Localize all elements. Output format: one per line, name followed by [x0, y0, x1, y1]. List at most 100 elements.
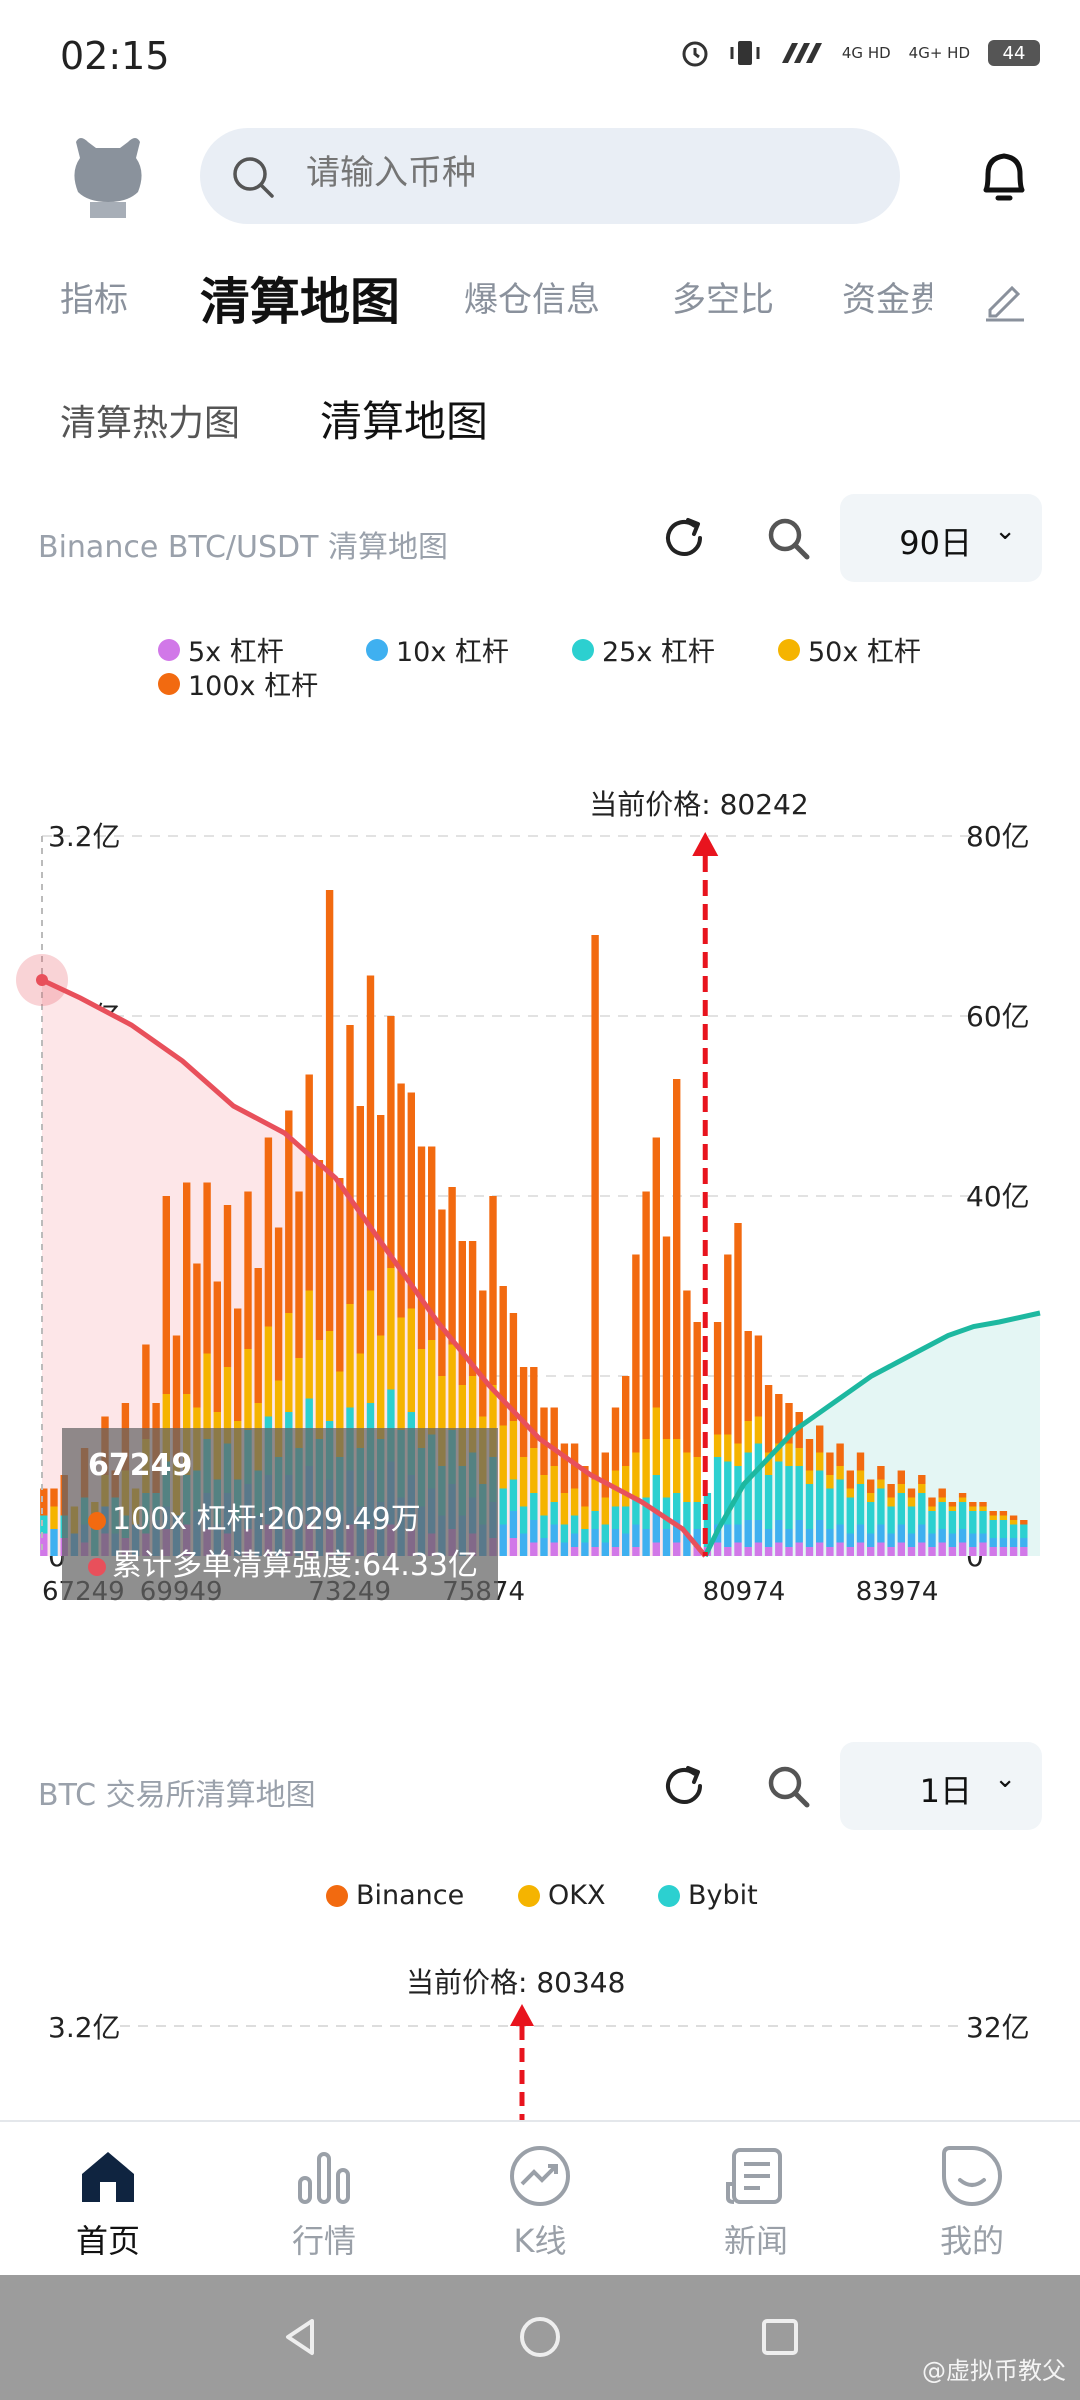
- tab-indicators[interactable]: 指标: [60, 280, 128, 320]
- liquidation-bar: [897, 1542, 905, 1556]
- liquidation-bar: [611, 1547, 620, 1556]
- tab-long-short-ratio[interactable]: 多空比: [672, 280, 774, 320]
- signal-1: 4G HD: [841, 44, 891, 62]
- nav-label: 首页: [75, 2222, 140, 2260]
- liquidation-bar: [305, 1290, 313, 1399]
- chevron-down-icon: ⌄: [994, 516, 1016, 546]
- liquidation-bar: [989, 1547, 997, 1556]
- nav-me[interactable]: 我的: [902, 2144, 1042, 2262]
- liquidation-bar: [397, 1317, 405, 1430]
- legend-100x[interactable]: 100x 杠杆: [158, 664, 318, 703]
- liquidation-bar: [846, 1470, 854, 1489]
- liquidation-bar: [989, 1515, 997, 1520]
- subtab-liquidation-map[interactable]: 清算地图: [320, 397, 489, 446]
- range-select-90d[interactable]: 90日 ⌄: [840, 494, 1042, 582]
- liquidation-bar: [816, 1452, 824, 1471]
- liquidation-bar: [969, 1511, 977, 1534]
- range-select-1d[interactable]: 1日 ⌄: [840, 1742, 1042, 1830]
- liquidation-bar: [530, 1520, 538, 1543]
- liquidation-bar: [622, 1376, 630, 1466]
- liquidation-bar: [285, 1313, 293, 1412]
- liquidation-bar: [244, 1191, 252, 1349]
- recents-icon[interactable]: [758, 2315, 802, 2359]
- bell-icon[interactable]: [976, 148, 1032, 206]
- liquidation-bar: [489, 1385, 497, 1457]
- liquidation-bar: [754, 1520, 763, 1543]
- refresh-icon[interactable]: [660, 1762, 708, 1810]
- liquidation-bar: [183, 1182, 191, 1394]
- liquidation-bar: [673, 1493, 681, 1520]
- legend-binance[interactable]: Binance: [326, 1880, 464, 1911]
- subtab-heatmap[interactable]: 清算热力图: [60, 403, 241, 444]
- liquidation-bar: [724, 1434, 732, 1462]
- liquidation-bar: [560, 1542, 569, 1556]
- exchange-liquidation-chart[interactable]: 3.2亿 32亿 当前价格: 80348: [0, 1960, 1080, 2120]
- legend-5x[interactable]: 5x 杠杆: [158, 630, 284, 669]
- home-circle-icon[interactable]: [518, 2315, 562, 2359]
- zoom-icon[interactable]: [764, 514, 812, 562]
- liquidation-bar: [724, 1524, 732, 1547]
- liquidation-bar: [1009, 1538, 1018, 1547]
- liquidation-bar: [315, 1340, 324, 1439]
- liquidation-bar: [417, 1146, 426, 1349]
- liquidation-bar: [816, 1470, 824, 1520]
- legend-label: Bybit: [688, 1880, 758, 1911]
- legend-bybit[interactable]: Bybit: [658, 1880, 758, 1911]
- nav-market[interactable]: 行情: [254, 2144, 394, 2262]
- liquidation-bar: [958, 1529, 967, 1543]
- chart2-title: BTC 交易所清算地图: [38, 1778, 316, 1813]
- liquidation-bar: [428, 1340, 436, 1435]
- liquidation-bar: [979, 1511, 987, 1534]
- right-axis-label: 80亿: [966, 820, 1030, 853]
- liquidation-bar: [775, 1520, 783, 1543]
- range-value: 1日: [919, 1772, 972, 1810]
- refresh-icon[interactable]: [660, 514, 708, 562]
- search-bar[interactable]: [200, 128, 900, 224]
- zoom-icon[interactable]: [764, 1762, 812, 1810]
- liquidation-bar: [305, 1074, 313, 1291]
- avatar[interactable]: [66, 132, 150, 220]
- right-axis-label: 40亿: [966, 1180, 1030, 1213]
- liquidation-bar: [693, 1502, 701, 1529]
- liquidation-bar: [693, 1529, 701, 1547]
- chart2-current-price: 当前价格: 80348: [406, 1966, 625, 1999]
- search-icon: [233, 157, 274, 198]
- liquidation-bar: [999, 1520, 1008, 1538]
- liquidation-bar: [867, 1533, 875, 1547]
- legend-10x[interactable]: 10x 杠杆: [366, 630, 509, 669]
- liquidation-bar: [805, 1470, 814, 1484]
- liquidation-bar: [795, 1542, 803, 1556]
- liquidation-bar: [142, 1344, 150, 1439]
- liquidation-bar: [509, 1313, 518, 1421]
- nav-home[interactable]: 首页: [38, 2144, 178, 2262]
- legend-okx[interactable]: OKX: [518, 1880, 605, 1911]
- search-input[interactable]: [304, 152, 868, 194]
- liquidation-bar: [162, 1196, 170, 1394]
- liquidation-bar: [40, 1533, 48, 1556]
- liquidation-bar: [642, 1439, 650, 1498]
- legend-50x[interactable]: 50x 杠杆: [778, 630, 921, 669]
- legend-25x[interactable]: 25x 杠杆: [572, 630, 715, 669]
- liquidation-bar: [918, 1475, 926, 1484]
- liquidation-bar: [632, 1547, 640, 1556]
- liquidation-bar: [938, 1529, 946, 1543]
- back-icon[interactable]: [278, 2315, 322, 2359]
- nav-kline[interactable]: K线: [470, 2144, 610, 2262]
- liquidation-bar: [713, 1434, 722, 1457]
- tab-liquidation-info[interactable]: 爆仓信息: [464, 280, 600, 320]
- liquidation-bar: [856, 1542, 865, 1556]
- tab-liquidation-map[interactable]: 清算地图: [200, 273, 400, 331]
- legend-label: 100x 杠杆: [188, 671, 319, 702]
- liquidation-bar: [570, 1515, 579, 1534]
- liquidation-bar: [591, 935, 599, 1480]
- tab-funding-rate[interactable]: 资金费: [842, 280, 932, 320]
- range-value: 90日: [899, 524, 972, 562]
- liquidation-bar: [713, 1542, 722, 1556]
- x-axis-label: 80974: [703, 1577, 786, 1607]
- liquidation-bar: [632, 1452, 640, 1498]
- nav-news[interactable]: 新闻: [686, 2144, 826, 2262]
- liquidation-bar: [622, 1533, 630, 1556]
- liquidation-bar: [591, 1529, 599, 1547]
- edit-icon[interactable]: [982, 276, 1028, 322]
